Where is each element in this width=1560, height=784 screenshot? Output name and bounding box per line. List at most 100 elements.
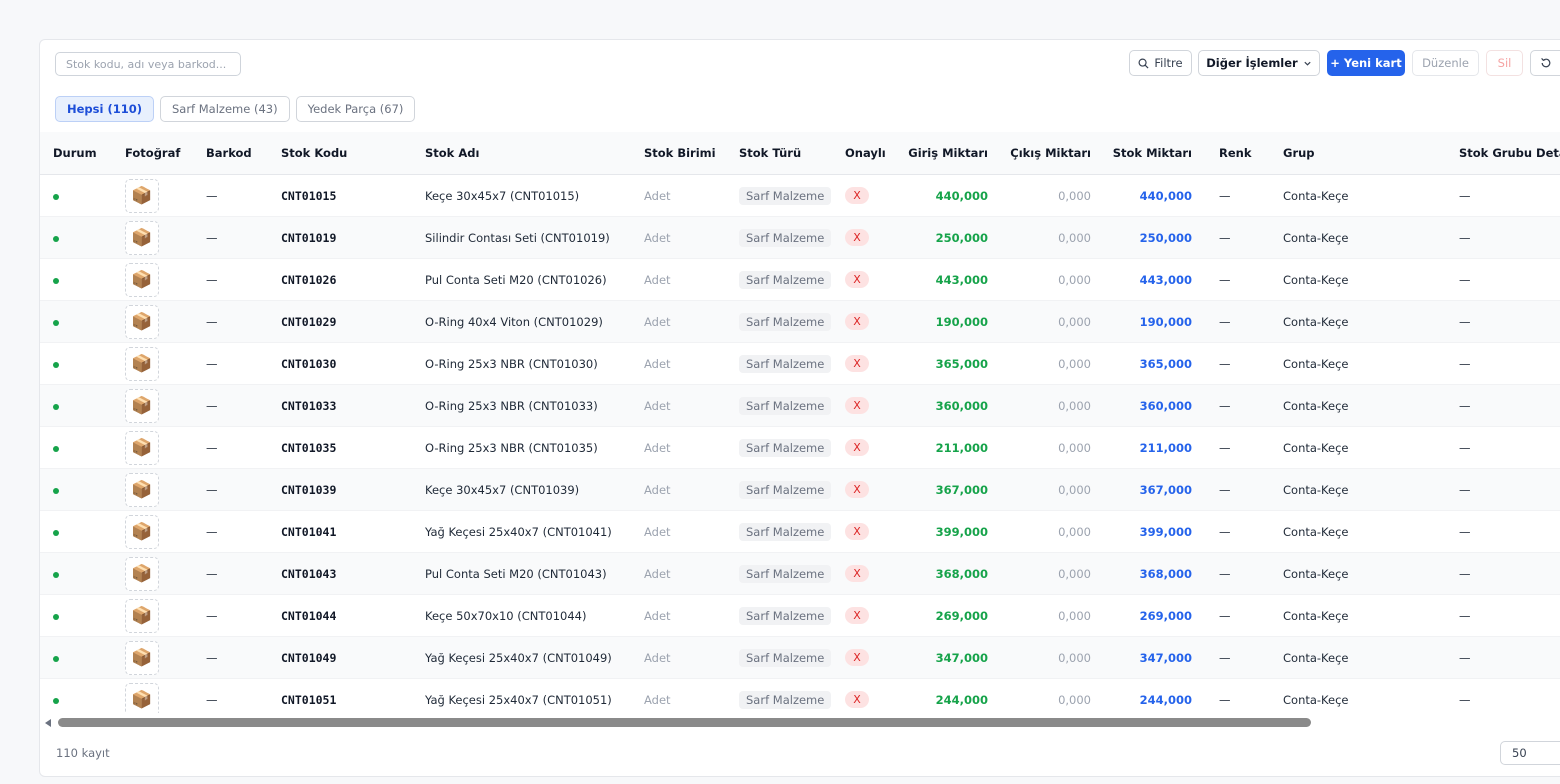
photo-cell: 📦 — [112, 510, 193, 553]
type-chip: Sarf Malzeme — [739, 354, 832, 373]
delete-button[interactable]: Sil — [1486, 50, 1523, 76]
package-icon[interactable]: 📦 — [125, 556, 159, 591]
package-icon[interactable]: 📦 — [125, 514, 159, 549]
status-dot-icon — [53, 403, 59, 410]
stock-code: CNT01026 — [281, 272, 337, 287]
outgoing-qty-cell: 0,000 — [1002, 300, 1105, 343]
column-header[interactable]: Giriş Miktarı — [903, 132, 1002, 175]
table-row[interactable]: 📦 — CNT01035 O-Ring 25x3 NBR (CNT01035) Adet… — [40, 426, 1560, 469]
column-header[interactable]: Renk — [1206, 132, 1270, 175]
horizontal-scrollbar[interactable] — [40, 716, 1560, 730]
status-cell — [40, 510, 112, 553]
stock-qty-cell: 440,000 — [1105, 174, 1206, 217]
column-header[interactable]: Durum — [40, 132, 112, 175]
incoming-qty-cell: 399,000 — [903, 510, 1002, 553]
not-approved-badge: X — [845, 649, 869, 666]
column-header[interactable]: Stok Grubu Detay — [1446, 132, 1560, 175]
stock-code-cell: CNT01035 — [268, 426, 412, 469]
not-approved-badge: X — [845, 565, 869, 582]
color-cell: — — [1206, 300, 1270, 343]
scroll-left-icon[interactable] — [45, 719, 51, 727]
table-row[interactable]: 📦 — CNT01026 Pul Conta Seti M20 (CNT01026) A… — [40, 258, 1560, 301]
page-size-select[interactable]: 50 — [1500, 741, 1560, 765]
stock-qty-cell: 443,000 — [1105, 258, 1206, 301]
column-header[interactable]: Stok Kodu — [268, 132, 412, 175]
color-cell: — — [1206, 216, 1270, 259]
type-cell: Sarf Malzeme — [726, 300, 832, 343]
column-header[interactable]: Onaylı — [832, 132, 903, 175]
table-row[interactable]: 📦 — CNT01029 O-Ring 40x4 Viton (CNT01029) Ad… — [40, 300, 1560, 343]
scrollbar-thumb[interactable] — [58, 718, 1311, 727]
incoming-qty-cell: 440,000 — [903, 174, 1002, 217]
filter-button[interactable]: Filtre — [1129, 50, 1192, 76]
other-actions-dropdown[interactable]: Diğer İşlemler — [1198, 50, 1320, 76]
table-row[interactable]: 📦 — CNT01041 Yağ Keçesi 25x40x7 (CNT01041) A… — [40, 510, 1560, 553]
group-detail-cell: — — [1446, 636, 1560, 679]
table-body: 📦 — CNT01015 Keçe 30x45x7 (CNT01015) Adet Sar… — [40, 174, 1560, 713]
status-dot-icon — [53, 487, 59, 494]
stock-qty-cell: 367,000 — [1105, 468, 1206, 511]
not-approved-badge: X — [845, 397, 869, 414]
package-icon[interactable]: 📦 — [125, 682, 159, 713]
column-header[interactable]: Grup — [1270, 132, 1446, 175]
barcode-cell: — — [193, 342, 268, 385]
type-cell: Sarf Malzeme — [726, 258, 832, 301]
type-chip: Sarf Malzeme — [739, 648, 832, 667]
tab-all-label: Hepsi (110) — [67, 102, 142, 116]
status-cell — [40, 258, 112, 301]
package-icon[interactable]: 📦 — [125, 472, 159, 507]
package-icon[interactable]: 📦 — [125, 598, 159, 633]
table-row[interactable]: 📦 — CNT01039 Keçe 30x45x7 (CNT01039) Adet Sar… — [40, 468, 1560, 511]
package-icon[interactable]: 📦 — [125, 262, 159, 297]
not-approved-badge: X — [845, 229, 869, 246]
package-icon[interactable]: 📦 — [125, 430, 159, 465]
outgoing-qty-cell: 0,000 — [1002, 258, 1105, 301]
table-row[interactable]: 📦 — CNT01043 Pul Conta Seti M20 (CNT01043) A… — [40, 552, 1560, 595]
incoming-qty-cell: 269,000 — [903, 594, 1002, 637]
package-icon[interactable]: 📦 — [125, 220, 159, 255]
tab-all[interactable]: Hepsi (110) — [55, 96, 154, 122]
column-header[interactable]: Fotoğraf — [112, 132, 193, 175]
outgoing-qty-cell: 0,000 — [1002, 342, 1105, 385]
tab-consumables[interactable]: Sarf Malzeme (43) — [159, 96, 290, 122]
unit-cell: Adet — [631, 384, 726, 427]
column-header[interactable]: Stok Türü — [726, 132, 832, 175]
table-row[interactable]: 📦 — CNT01044 Keçe 50x70x10 (CNT01044) Adet Sa… — [40, 594, 1560, 637]
package-icon[interactable]: 📦 — [125, 346, 159, 381]
stock-name-cell: Keçe 30x45x7 (CNT01015) — [412, 174, 631, 217]
column-header[interactable]: Çıkış Miktarı — [1002, 132, 1105, 175]
package-icon[interactable]: 📦 — [125, 178, 159, 213]
stock-name-cell: Silindir Contası Seti (CNT01019) — [412, 216, 631, 259]
column-header[interactable]: Stok Birimi — [631, 132, 726, 175]
group-cell: Conta-Keçe — [1270, 678, 1446, 713]
barcode-cell: — — [193, 300, 268, 343]
table-row[interactable]: 📦 — CNT01019 Silindir Contası Seti (CNT0101… — [40, 216, 1560, 259]
not-approved-badge: X — [845, 271, 869, 288]
type-chip: Sarf Malzeme — [739, 438, 832, 457]
group-cell: Conta-Keçe — [1270, 552, 1446, 595]
status-cell — [40, 426, 112, 469]
package-icon[interactable]: 📦 — [125, 640, 159, 675]
package-icon[interactable]: 📦 — [125, 304, 159, 339]
barcode-cell: — — [193, 678, 268, 713]
tab-spare-parts[interactable]: Yedek Parça (67) — [295, 96, 416, 122]
table-row[interactable]: 📦 — CNT01030 O-Ring 25x3 NBR (CNT01030) Adet… — [40, 342, 1560, 385]
type-cell: Sarf Malzeme — [726, 510, 832, 553]
type-chip: Sarf Malzeme — [739, 396, 832, 415]
table-row[interactable]: 📦 — CNT01033 O-Ring 25x3 NBR (CNT01033) Adet… — [40, 384, 1560, 427]
column-header[interactable]: Barkod — [193, 132, 268, 175]
table-row[interactable]: 📦 — CNT01015 Keçe 30x45x7 (CNT01015) Adet Sar… — [40, 174, 1560, 217]
new-card-button[interactable]: + Yeni kart — [1327, 50, 1405, 76]
column-header[interactable]: Stok Adı — [412, 132, 631, 175]
package-icon[interactable]: 📦 — [125, 388, 159, 423]
search-input[interactable] — [55, 52, 241, 76]
edit-button[interactable]: Düzenle — [1412, 50, 1479, 76]
stock-qty-cell: 360,000 — [1105, 384, 1206, 427]
table-row[interactable]: 📦 — CNT01051 Yağ Keçesi 25x40x7 (CNT01051) A… — [40, 678, 1560, 713]
photo-cell: 📦 — [112, 216, 193, 259]
status-cell — [40, 216, 112, 259]
group-detail-cell: — — [1446, 174, 1560, 217]
table-row[interactable]: 📦 — CNT01049 Yağ Keçesi 25x40x7 (CNT01049) A… — [40, 636, 1560, 679]
column-header[interactable]: Stok Miktarı — [1105, 132, 1206, 175]
refresh-button[interactable] — [1530, 50, 1560, 76]
